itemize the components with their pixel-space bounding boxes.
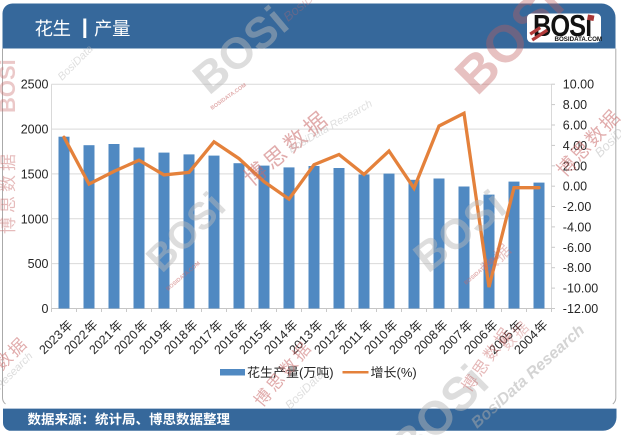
- svg-text:0.00: 0.00: [563, 180, 587, 194]
- svg-text:-8.00: -8.00: [563, 261, 592, 275]
- svg-text:(: (: [299, 365, 304, 380]
- svg-text:500: 500: [28, 257, 49, 271]
- svg-text:0: 0: [42, 302, 49, 316]
- svg-text:1500: 1500: [21, 167, 49, 181]
- svg-text:1000: 1000: [21, 212, 49, 226]
- svg-text:-4.00: -4.00: [563, 220, 592, 234]
- svg-text:BOSIDATA.COM: BOSIDATA.COM: [555, 36, 603, 43]
- svg-text:8.00: 8.00: [563, 98, 587, 112]
- svg-text:-10.00: -10.00: [563, 282, 598, 296]
- svg-text:-6.00: -6.00: [563, 241, 592, 255]
- svg-text:(%): (%): [397, 365, 417, 380]
- svg-text:2000: 2000: [21, 123, 49, 137]
- svg-text:2500: 2500: [21, 78, 49, 92]
- svg-text:BOSı: BOSı: [533, 9, 591, 44]
- svg-text:): ): [329, 365, 333, 380]
- svg-text:-2.00: -2.00: [563, 200, 592, 214]
- svg-text:6.00: 6.00: [563, 119, 587, 133]
- svg-text:BOSi: BOSi: [0, 59, 20, 113]
- svg-text:-12.00: -12.00: [563, 302, 598, 316]
- svg-text:10.00: 10.00: [563, 78, 594, 92]
